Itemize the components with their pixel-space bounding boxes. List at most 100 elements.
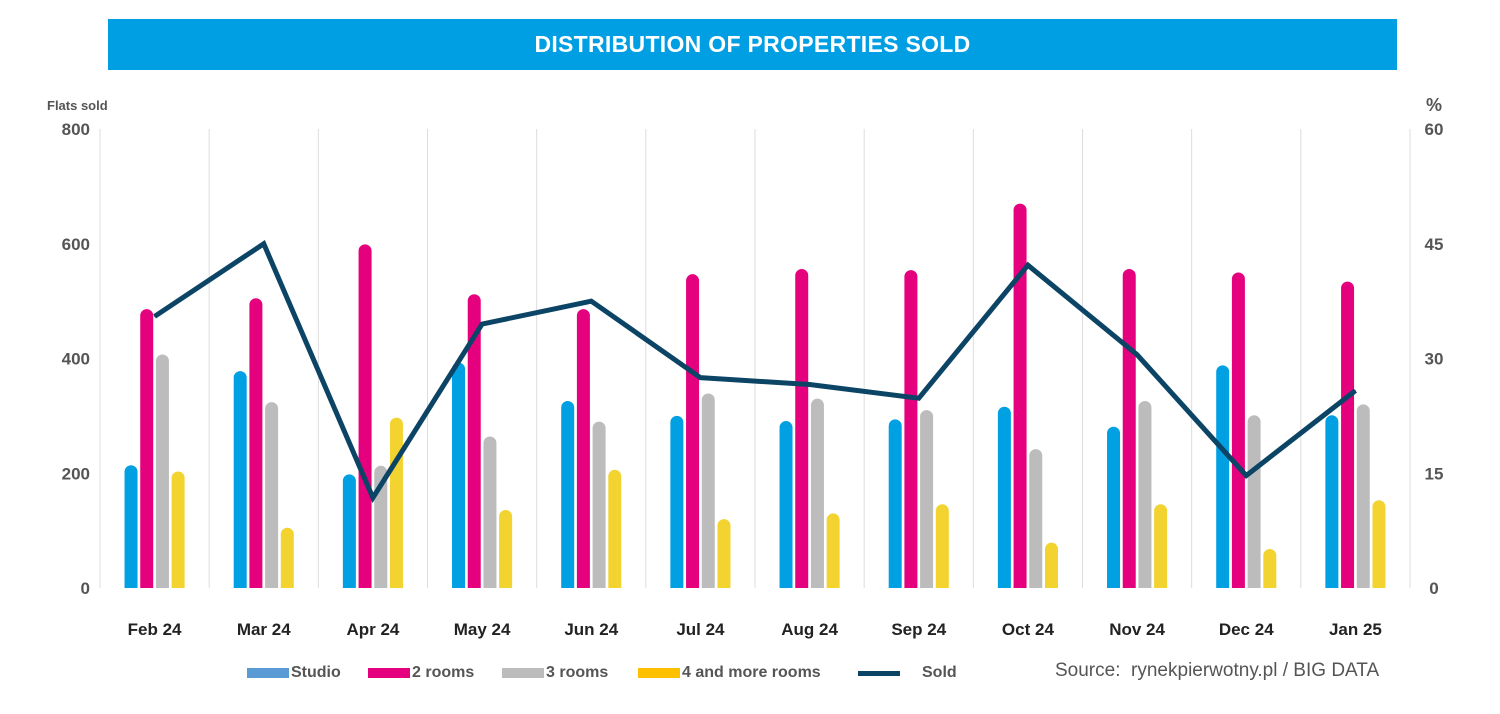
bar-2-rooms-mar-24 (249, 298, 263, 588)
bar-3-rooms-dec-24 (1247, 415, 1261, 588)
y-axis-title: Flats sold (47, 98, 108, 113)
bar-studio-sep-24 (888, 419, 902, 588)
point-sold-sep-24 (918, 397, 920, 399)
y-tick-label: 800 (62, 120, 90, 139)
bar-2-rooms-jun-24 (576, 309, 590, 588)
legend-swatch-2-rooms (368, 668, 410, 678)
y-tick-label: 600 (62, 235, 90, 254)
legend-label-3-rooms: 3 rooms (546, 664, 609, 681)
bar-4-and-more-rooms-jun-24 (608, 469, 622, 588)
bar-studio-feb-24 (124, 465, 138, 588)
bar-3-rooms-nov-24 (1138, 400, 1152, 588)
point-sold-jan-25 (1354, 390, 1356, 392)
point-sold-jul-24 (699, 377, 701, 379)
bar-2-rooms-aug-24 (795, 268, 809, 588)
x-tick-label: Nov 24 (1109, 620, 1165, 639)
legend-label-sold: Sold (922, 664, 957, 681)
legend-swatch-3-rooms (502, 668, 544, 678)
point-sold-dec-24 (1245, 475, 1247, 477)
x-tick-label: Aug 24 (781, 620, 838, 639)
bar-3-rooms-feb-24 (155, 354, 169, 588)
y-tick-label: 400 (62, 350, 90, 369)
x-tick-label: Dec 24 (1219, 620, 1274, 639)
bar-studio-aug-24 (779, 421, 793, 588)
x-tick-label: May 24 (454, 620, 511, 639)
x-tick-label: Sep 24 (891, 620, 946, 639)
bar-studio-nov-24 (1107, 426, 1121, 588)
y2-tick-label: 30 (1425, 350, 1444, 369)
legend-item-2-rooms: 2 rooms (368, 663, 474, 683)
bar-studio-apr-24 (342, 474, 356, 588)
point-sold-mar-24 (263, 243, 265, 245)
y2-tick-label: 0 (1429, 579, 1438, 598)
point-sold-oct-24 (1027, 264, 1029, 266)
legend-swatch-sold (858, 670, 900, 676)
bar-studio-mar-24 (233, 371, 247, 588)
x-tick-label: Jun 24 (564, 620, 618, 639)
legend-swatch-4-rooms (638, 668, 680, 678)
y2-axis-title: % (1426, 95, 1442, 115)
legend-label-4-rooms: 4 and more rooms (682, 664, 821, 681)
bar-3-rooms-may-24 (483, 436, 497, 588)
bar-4-and-more-rooms-may-24 (499, 509, 513, 588)
x-tick-label: Oct 24 (1002, 620, 1055, 639)
bar-4-and-more-rooms-feb-24 (171, 471, 185, 588)
bar-studio-oct-24 (997, 406, 1011, 588)
bar-2-rooms-nov-24 (1122, 268, 1136, 588)
bar-2-rooms-sep-24 (904, 270, 918, 588)
legend-item-studio: Studio (247, 663, 341, 683)
bar-3-rooms-sep-24 (920, 410, 934, 588)
bar-3-rooms-aug-24 (810, 398, 824, 588)
bar-3-rooms-oct-24 (1029, 449, 1043, 588)
point-sold-aug-24 (809, 384, 811, 386)
bar-4-and-more-rooms-jan-25 (1372, 500, 1386, 588)
legend-item-sold: Sold (858, 663, 957, 683)
bar-2-rooms-jul-24 (686, 274, 700, 588)
x-tick-label: Jan 25 (1329, 620, 1382, 639)
bar-3-rooms-apr-24 (374, 465, 388, 588)
point-sold-apr-24 (372, 497, 374, 499)
bar-studio-dec-24 (1216, 365, 1230, 588)
bar-2-rooms-dec-24 (1231, 272, 1245, 588)
y2-tick-label: 15 (1425, 464, 1444, 483)
bar-4-and-more-rooms-dec-24 (1263, 548, 1277, 588)
bar-3-rooms-jan-25 (1356, 404, 1370, 588)
bar-studio-may-24 (452, 362, 466, 588)
bar-studio-jul-24 (670, 415, 684, 588)
bar-4-and-more-rooms-nov-24 (1154, 504, 1168, 588)
point-sold-feb-24 (154, 315, 156, 317)
bar-3-rooms-mar-24 (265, 402, 279, 588)
bar-4-and-more-rooms-aug-24 (826, 513, 840, 588)
bar-studio-jan-25 (1325, 415, 1339, 588)
bar-2-rooms-jan-25 (1341, 281, 1355, 588)
source-note: Source: rynekpierwotny.pl / BIG DATA (1055, 660, 1380, 681)
bar-4-and-more-rooms-oct-24 (1044, 542, 1058, 588)
point-sold-jun-24 (590, 300, 592, 302)
chart-title-bar: DISTRIBUTION OF PROPERTIES SOLD (108, 19, 1397, 70)
bar-2-rooms-feb-24 (140, 309, 154, 588)
y2-tick-label: 60 (1425, 120, 1444, 139)
bar-3-rooms-jun-24 (592, 421, 606, 588)
line-sold (153, 240, 1357, 504)
bar-studio-jun-24 (561, 400, 575, 588)
bar-4-and-more-rooms-jul-24 (717, 519, 731, 588)
bar-2-rooms-apr-24 (358, 244, 372, 589)
point-sold-may-24 (481, 323, 483, 325)
bar-3-rooms-jul-24 (701, 393, 715, 588)
y2-tick-label: 45 (1425, 235, 1444, 254)
bar-4-and-more-rooms-mar-24 (280, 527, 294, 588)
legend-label-2-rooms: 2 rooms (412, 664, 475, 681)
x-tick-label: Jul 24 (676, 620, 725, 639)
y-tick-label: 0 (81, 579, 90, 598)
legend-item-4-rooms: 4 and more rooms (638, 663, 821, 683)
x-tick-label: Mar 24 (237, 620, 291, 639)
x-tick-label: Feb 24 (128, 620, 182, 639)
x-tick-label: Apr 24 (346, 620, 399, 639)
bar-2-rooms-may-24 (467, 294, 481, 588)
legend-swatch-studio (247, 668, 289, 678)
point-sold-nov-24 (1136, 354, 1138, 356)
chart-title: DISTRIBUTION OF PROPERTIES SOLD (534, 31, 971, 57)
bar-2-rooms-oct-24 (1013, 203, 1027, 588)
legend-item-3-rooms: 3 rooms (502, 663, 608, 683)
